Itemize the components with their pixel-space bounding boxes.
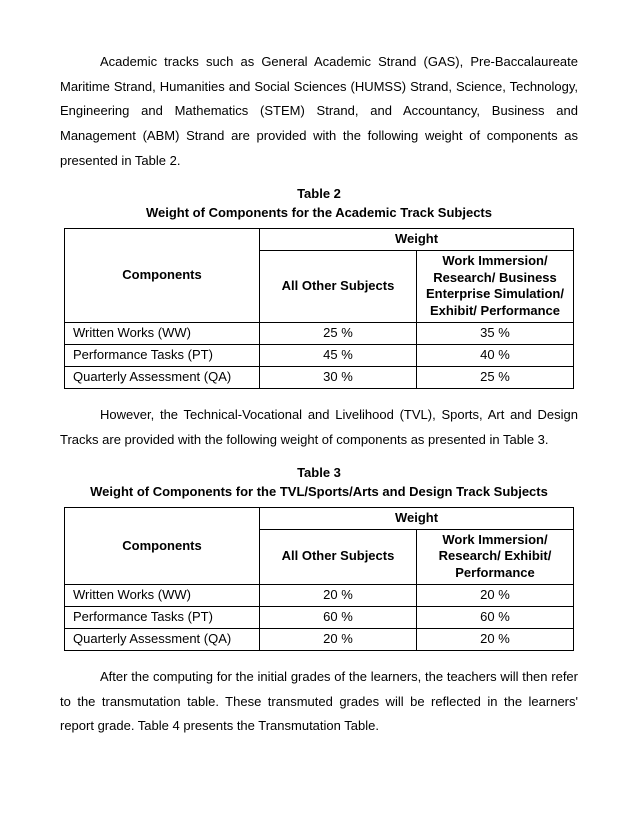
table-row: Quarterly Assessment (QA) 30 % 25 % [65,367,574,389]
table3: Components Weight All Other Subjects Wor… [64,507,574,651]
table3-col2-header: Work Immersion/ Research/ Exhibit/ Perfo… [417,529,574,585]
table3-caption: Table 3 Weight of Components for the TVL… [60,464,578,500]
table3-row0-v1: 20 % [260,585,417,607]
table2: Components Weight All Other Subjects Wor… [64,228,574,389]
table3-row2-v2: 20 % [417,629,574,651]
table2-row1-v2: 40 % [417,345,574,367]
table3-components-header: Components [65,507,260,585]
table3-label: Table 3 [297,465,341,480]
table2-row0-v1: 25 % [260,323,417,345]
table-row: Written Works (WW) 20 % 20 % [65,585,574,607]
table3-weight-header: Weight [260,507,574,529]
table2-col1-header: All Other Subjects [260,250,417,323]
table3-row1-v1: 60 % [260,607,417,629]
table2-row0-name: Written Works (WW) [65,323,260,345]
table2-label: Table 2 [297,186,341,201]
table2-row1-v1: 45 % [260,345,417,367]
table-row: Performance Tasks (PT) 45 % 40 % [65,345,574,367]
table3-row1-v2: 60 % [417,607,574,629]
table3-row0-name: Written Works (WW) [65,585,260,607]
table2-row2-name: Quarterly Assessment (QA) [65,367,260,389]
table2-row1-name: Performance Tasks (PT) [65,345,260,367]
table-row: Quarterly Assessment (QA) 20 % 20 % [65,629,574,651]
table2-row2-v1: 30 % [260,367,417,389]
table2-title: Weight of Components for the Academic Tr… [146,205,492,220]
table2-weight-header: Weight [260,228,574,250]
table-row: Written Works (WW) 25 % 35 % [65,323,574,345]
table2-col2-header: Work Immersion/ Research/ Business Enter… [417,250,574,323]
intro-paragraph-2: However, the Technical-Vocational and Li… [60,403,578,452]
table3-row0-v2: 20 % [417,585,574,607]
table-row: Performance Tasks (PT) 60 % 60 % [65,607,574,629]
table2-row0-v2: 35 % [417,323,574,345]
table2-caption: Table 2 Weight of Components for the Aca… [60,185,578,221]
table3-col1-header: All Other Subjects [260,529,417,585]
table3-title: Weight of Components for the TVL/Sports/… [90,484,548,499]
table3-row2-name: Quarterly Assessment (QA) [65,629,260,651]
table3-row1-name: Performance Tasks (PT) [65,607,260,629]
intro-paragraph-3: After the computing for the initial grad… [60,665,578,739]
intro-paragraph-1: Academic tracks such as General Academic… [60,50,578,173]
table3-row2-v1: 20 % [260,629,417,651]
table2-row2-v2: 25 % [417,367,574,389]
table2-components-header: Components [65,228,260,322]
